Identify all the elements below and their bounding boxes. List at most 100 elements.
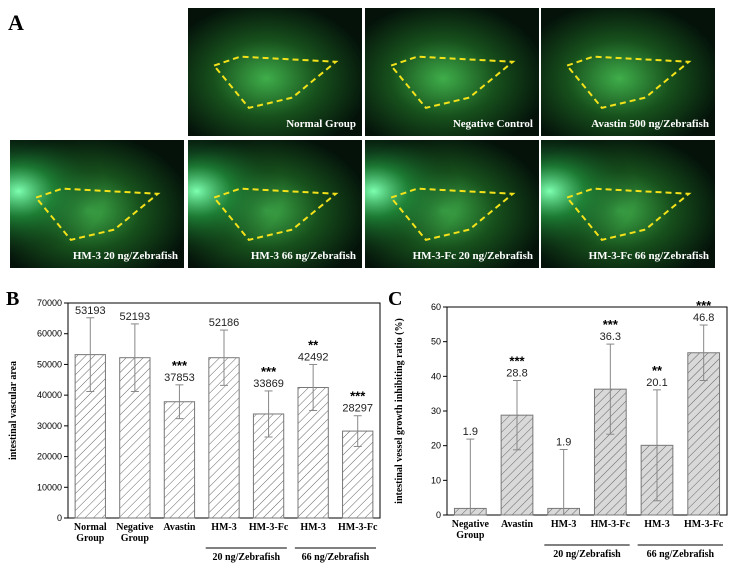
image-caption: HM-3-Fc 66 ng/Zebrafish bbox=[589, 250, 709, 262]
value-label: 37853 bbox=[164, 372, 195, 384]
y-tick-label: 40000 bbox=[37, 390, 62, 400]
vessel-outline bbox=[565, 55, 692, 109]
value-label: 1.9 bbox=[556, 436, 571, 448]
micrograph: Avastin 500 ng/Zebrafish bbox=[541, 8, 715, 136]
error-bar bbox=[466, 438, 475, 515]
panel-label: A bbox=[8, 10, 24, 35]
y-tick-label: 60 bbox=[431, 302, 441, 312]
image-caption: Avastin 500 ng/Zebrafish bbox=[591, 118, 709, 130]
x-tick-label: Avastin bbox=[163, 522, 196, 533]
micrograph: Negative Control bbox=[365, 8, 539, 136]
error-bar bbox=[653, 389, 661, 502]
image-glow bbox=[365, 140, 539, 268]
significance-label: *** bbox=[603, 317, 619, 332]
group-label: 66 ng/Zebrafish bbox=[302, 552, 370, 563]
vessel-outline bbox=[389, 187, 516, 241]
group-label: 20 ng/Zebrafish bbox=[553, 549, 621, 560]
vessel-outline bbox=[565, 187, 692, 241]
x-tick-label: HM-3-Fc bbox=[337, 522, 378, 533]
micrograph: Normal Group bbox=[188, 8, 362, 136]
significance-label: *** bbox=[261, 364, 277, 379]
image-background bbox=[541, 8, 715, 136]
y-tick-label: 60000 bbox=[37, 329, 62, 339]
x-tick-label: Normal Group bbox=[73, 522, 107, 544]
error-bar bbox=[353, 415, 362, 447]
bar bbox=[163, 401, 196, 519]
y-tick-label: 10 bbox=[431, 475, 441, 485]
x-tick-label: HM-3 bbox=[211, 522, 237, 533]
value-label: 28297 bbox=[342, 403, 373, 415]
error-bar bbox=[86, 317, 95, 392]
vessel-outline bbox=[34, 187, 161, 241]
x-tick-label: HM-3 bbox=[300, 522, 326, 533]
error-bar bbox=[220, 329, 228, 386]
y-tick-label: 30 bbox=[431, 406, 441, 416]
micrograph: HM-3 20 ng/Zebrafish bbox=[10, 140, 184, 268]
y-tick-label: 20 bbox=[431, 441, 441, 451]
error-bar bbox=[175, 384, 184, 420]
x-tick-label: HM-3-Fc bbox=[683, 519, 724, 530]
x-tick-label: Negative Group bbox=[451, 519, 489, 541]
value-label: 52193 bbox=[120, 311, 151, 323]
vessel-outline bbox=[212, 187, 339, 241]
image-caption: HM-3-Fc 20 ng/Zebrafish bbox=[413, 250, 533, 262]
image-background bbox=[365, 8, 539, 136]
y-tick-label: 50000 bbox=[37, 359, 62, 369]
y-axis-label: intestinal vessel growth inhibiting rati… bbox=[394, 318, 405, 504]
y-tick-label: 10000 bbox=[37, 482, 62, 492]
panel-label: B bbox=[6, 288, 19, 310]
y-axis-label: intestinal vascular area bbox=[8, 361, 19, 460]
y-tick-label: 50 bbox=[431, 337, 441, 347]
image-background bbox=[188, 8, 362, 136]
significance-label: *** bbox=[696, 298, 712, 313]
value-label: 33869 bbox=[253, 378, 284, 390]
value-label: 46.8 bbox=[693, 312, 714, 324]
error-bar bbox=[606, 343, 615, 435]
value-label: 52186 bbox=[209, 317, 240, 329]
value-label: 53193 bbox=[75, 305, 106, 317]
image-caption: Negative Control bbox=[453, 118, 533, 130]
image-caption: Normal Group bbox=[286, 118, 356, 130]
significance-label: *** bbox=[350, 389, 366, 404]
x-tick-label: HM-3 bbox=[550, 519, 577, 530]
image-caption: HM-3 66 ng/Zebrafish bbox=[251, 250, 356, 262]
image-glow bbox=[188, 140, 362, 268]
error-bar bbox=[130, 323, 139, 392]
image-glow bbox=[10, 140, 184, 268]
significance-label: *** bbox=[172, 358, 188, 373]
y-tick-label: 30000 bbox=[37, 421, 62, 431]
micrograph: HM-3-Fc 20 ng/Zebrafish bbox=[365, 140, 539, 268]
value-label: 28.8 bbox=[506, 367, 527, 379]
panel-label: C bbox=[388, 288, 402, 310]
micrograph: HM-3 66 ng/Zebrafish bbox=[188, 140, 362, 268]
y-tick-label: 70000 bbox=[37, 298, 62, 308]
y-tick-label: 40 bbox=[431, 371, 441, 381]
error-bar bbox=[699, 324, 708, 381]
plot-frame bbox=[446, 306, 728, 516]
vessel-outline bbox=[212, 55, 339, 109]
image-glow bbox=[541, 140, 715, 268]
x-tick-label: Negative Group bbox=[116, 522, 154, 544]
value-label: 20.1 bbox=[646, 377, 667, 389]
significance-label: ** bbox=[308, 337, 319, 352]
value-label: 1.9 bbox=[463, 426, 478, 438]
image-caption: HM-3 20 ng/Zebrafish bbox=[73, 250, 178, 262]
error-bar bbox=[559, 448, 568, 515]
x-tick-label: HM-3-Fc bbox=[248, 522, 289, 533]
y-tick-label: 0 bbox=[436, 510, 441, 520]
y-tick-label: 0 bbox=[57, 513, 62, 523]
x-tick-label: HM-3-Fc bbox=[590, 519, 631, 530]
significance-label: ** bbox=[652, 363, 663, 378]
y-tick-label: 20000 bbox=[37, 452, 62, 462]
x-tick-label: Avastin bbox=[500, 519, 534, 530]
vessel-outline bbox=[389, 55, 516, 109]
error-bar bbox=[513, 379, 521, 451]
x-tick-label: HM-3 bbox=[644, 519, 670, 530]
group-label: 20 ng/Zebrafish bbox=[213, 552, 281, 563]
error-bar bbox=[309, 363, 318, 412]
significance-label: *** bbox=[509, 353, 525, 368]
group-label: 66 ng/Zebrafish bbox=[647, 549, 715, 560]
error-bar bbox=[264, 390, 273, 438]
